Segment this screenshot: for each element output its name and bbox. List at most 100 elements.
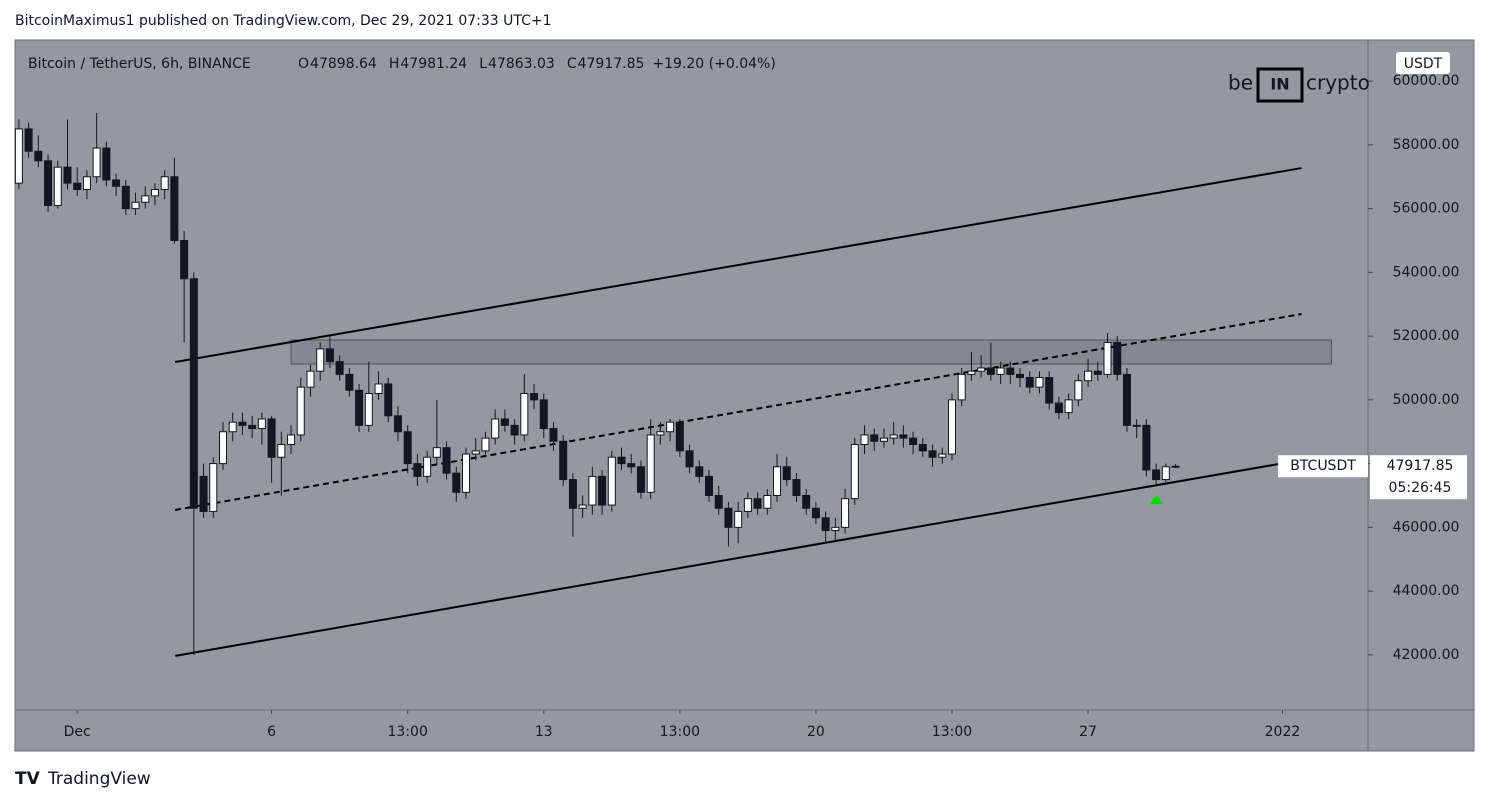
- candle-body: [393, 415, 402, 433]
- price-tag-name: BTCUSDT: [1290, 458, 1356, 474]
- y-tick-label: 60000.00: [1393, 73, 1460, 89]
- candle-body: [112, 179, 121, 187]
- candle-body: [879, 437, 888, 442]
- candle-body: [627, 463, 636, 468]
- candle-body: [666, 421, 675, 433]
- candle-body: [238, 421, 247, 426]
- candle-body: [850, 443, 859, 500]
- candle-body: [763, 494, 772, 509]
- candle-body: [568, 479, 577, 509]
- candle-body: [121, 185, 130, 210]
- candle-body: [131, 201, 140, 210]
- candle-body: [753, 498, 762, 509]
- footer-brand: TradingView: [47, 769, 151, 789]
- candle-body: [530, 392, 539, 401]
- unit-badge: [1396, 52, 1450, 74]
- candle-body: [1132, 424, 1141, 427]
- chart-panel: [14, 39, 1475, 752]
- y-tick-label: 56000.00: [1393, 201, 1460, 217]
- candle-body: [384, 383, 393, 417]
- candle-body: [938, 453, 947, 458]
- candle-body: [918, 443, 927, 452]
- candle-body: [909, 437, 918, 445]
- plot: [14, 112, 1332, 657]
- candle-body: [199, 475, 208, 512]
- candle-body: [306, 370, 315, 388]
- y-tick-label: 52000.00: [1393, 328, 1460, 344]
- candle-body: [607, 456, 616, 506]
- candle-body: [316, 348, 325, 372]
- candle-body: [704, 475, 713, 496]
- trend-line: [175, 167, 1302, 363]
- candle-body: [403, 431, 412, 465]
- candle-body: [811, 507, 820, 519]
- y-tick-label: 50000.00: [1393, 392, 1460, 408]
- candle-body: [73, 182, 82, 190]
- candle-body: [1084, 370, 1093, 382]
- candle-body: [617, 456, 626, 465]
- candle-body: [248, 424, 257, 430]
- publish-note: BitcoinMaximus1 published on TradingView…: [15, 13, 552, 29]
- change: +19.20 (+0.04%): [652, 56, 775, 72]
- y-axis-unit: USDT: [1404, 56, 1443, 72]
- y-tick-label: 46000.00: [1393, 519, 1460, 535]
- logo: be IN crypto: [1228, 67, 1370, 103]
- candle-body: [714, 494, 723, 509]
- candle-body: [685, 450, 694, 468]
- candle-body: [452, 472, 461, 493]
- candle-body: [1113, 341, 1122, 375]
- candle-body: [821, 517, 830, 532]
- logo-frame: [1256, 67, 1304, 103]
- footer-logo: TV: [15, 769, 41, 789]
- candle-body: [14, 128, 23, 184]
- candle-body: [860, 434, 869, 445]
- ohlc-label: L: [479, 56, 487, 72]
- candle-body: [1142, 424, 1151, 471]
- candle-body: [598, 475, 607, 506]
- candle-body: [792, 479, 801, 496]
- logo-text: be: [1228, 71, 1253, 95]
- candle-body: [413, 463, 422, 477]
- candle-body: [996, 367, 1005, 375]
- candle-body: [549, 428, 558, 442]
- candle-body: [325, 348, 334, 363]
- candle-body: [578, 504, 587, 509]
- ohlc-value: 47863.03: [488, 56, 555, 72]
- candle-body: [374, 383, 383, 394]
- candle-body: [53, 166, 62, 206]
- candle-body: [743, 498, 752, 512]
- x-tick-label: 13:00: [932, 724, 972, 740]
- price-tag: [1370, 455, 1467, 500]
- candle-body: [1045, 377, 1054, 404]
- y-tick-label: 42000.00: [1393, 647, 1460, 663]
- candle-body: [1064, 399, 1073, 414]
- candle-body: [947, 399, 956, 455]
- candle-body: [773, 466, 782, 496]
- candle-body: [1161, 466, 1170, 481]
- candle-body: [802, 494, 811, 509]
- candle-body: [491, 418, 500, 439]
- candle-body: [287, 434, 296, 445]
- candle-body: [520, 392, 529, 436]
- symbol-title: Bitcoin / TetherUS, 6h, BINANCE: [28, 56, 251, 72]
- logo-text: crypto: [1306, 71, 1370, 95]
- y-tick-label: 58000.00: [1393, 137, 1460, 153]
- candle-body: [899, 434, 908, 439]
- candle-body: [160, 176, 169, 190]
- x-tick-label: Dec: [64, 724, 91, 740]
- candle-body: [82, 176, 91, 190]
- x-tick-label: 6: [267, 724, 276, 740]
- ohlc-label: O: [298, 56, 309, 72]
- candle-body: [724, 507, 733, 528]
- ohlc-value: 47898.64: [310, 56, 377, 72]
- candle-body: [267, 418, 276, 458]
- x-tick-label: 27: [1079, 724, 1097, 740]
- candle-body: [481, 437, 490, 452]
- x-tick-label: 13: [535, 724, 553, 740]
- candle-body: [1103, 341, 1112, 375]
- candle-body: [734, 510, 743, 528]
- candle-body: [432, 447, 441, 458]
- candle-body: [1035, 377, 1044, 388]
- signal-arrow: [1149, 494, 1164, 504]
